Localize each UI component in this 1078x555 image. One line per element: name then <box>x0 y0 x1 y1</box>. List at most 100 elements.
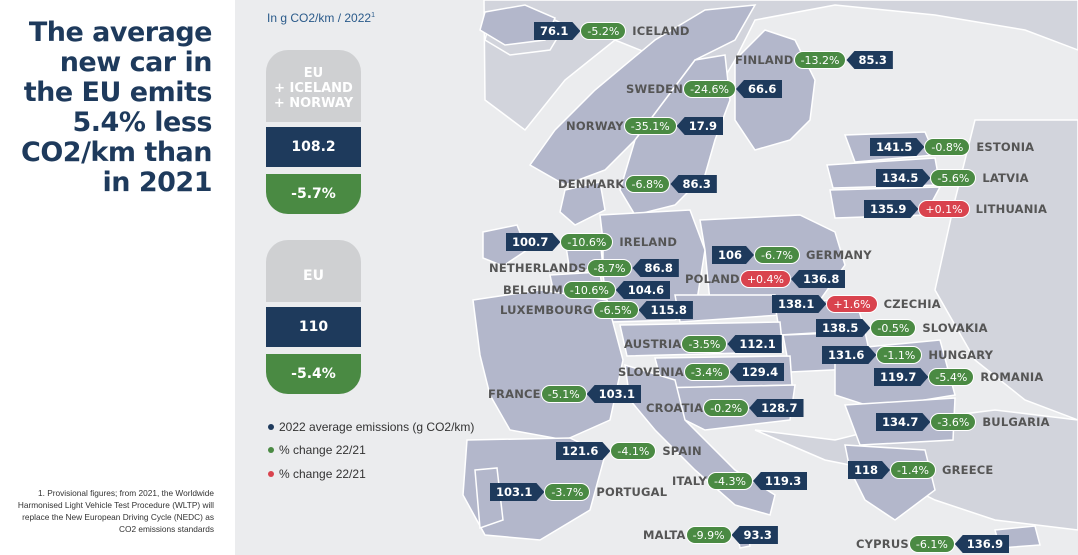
country-label-germany: 106 -6.7% GERMANY <box>718 246 872 264</box>
country-name: SPAIN <box>662 444 702 458</box>
country-label-italy: ITALY -4.3% 119.3 <box>672 472 808 490</box>
country-name: POLAND <box>685 272 740 286</box>
aggregate-eu-iceland-norway-value: 108.2 <box>266 127 361 167</box>
emission-value: 134.5 <box>876 169 930 187</box>
emission-value: 100.7 <box>506 233 560 251</box>
change-badge: -6.7% <box>754 246 800 264</box>
emission-value: 93.3 <box>731 526 778 544</box>
country-name: LUXEMBOURG <box>500 303 593 317</box>
aggregate-eu-change: -5.4% <box>266 354 361 394</box>
change-badge: -4.1% <box>610 442 657 460</box>
legend-text: 2022 average emissions (g CO2/km) <box>279 420 475 434</box>
footnote: 1. Provisional figures; from 2021, the W… <box>17 488 214 534</box>
emission-value: 118 <box>848 461 890 479</box>
change-badge: -3.6% <box>930 413 977 431</box>
emission-value: 106 <box>712 246 754 264</box>
country-label-luxembourg: LUXEMBOURG -6.5% 115.8 <box>500 301 693 319</box>
emission-value: 66.6 <box>735 80 783 98</box>
country-label-lithuania: 135.9 +0.1% LITHUANIA <box>870 200 1047 218</box>
change-badge: +0.4% <box>739 270 791 288</box>
country-label-greece: 118 -1.4% GREECE <box>854 461 993 479</box>
country-name: CZECHIA <box>883 297 941 311</box>
denmark-shape <box>559 181 606 226</box>
country-name: FRANCE <box>488 387 541 401</box>
aggregate-eu-iceland-norway-change: -5.7% <box>266 174 361 214</box>
country-label-bulgaria: 134.7 -3.6% BULGARIA <box>882 413 1050 431</box>
country-name: IRELAND <box>619 235 678 249</box>
emission-value: 103.1 <box>586 385 642 403</box>
change-badge: -10.6% <box>562 281 616 299</box>
change-badge: -0.5% <box>870 319 917 337</box>
country-label-netherlands: NETHERLANDS -8.7% 86.8 <box>489 259 679 277</box>
country-name: MALTA <box>643 528 686 542</box>
country-name: FINLAND <box>735 53 794 67</box>
country-name: SLOVAKIA <box>922 321 988 335</box>
country-name: ITALY <box>672 474 707 488</box>
emission-value: 121.6 <box>556 442 610 460</box>
aggregate-eu-iceland-norway-label: EU + ICELAND + NORWAY <box>266 50 361 122</box>
change-badge: -0.2% <box>703 399 750 417</box>
country-label-sweden: SWEDEN -24.6% 66.6 <box>626 80 783 98</box>
emission-value: 86.3 <box>670 175 717 193</box>
country-label-ireland: 100.7 -10.6% IRELAND <box>512 233 677 251</box>
aggregate-eu-value: 110 <box>266 307 361 347</box>
country-name: HUNGARY <box>928 348 994 362</box>
change-badge: -10.6% <box>560 233 614 251</box>
emission-value: 119.7 <box>874 368 928 386</box>
navy-dot-icon <box>268 423 274 430</box>
change-badge: -3.7% <box>544 483 591 501</box>
change-badge: -4.3% <box>707 472 753 490</box>
emission-value: 141.5 <box>870 138 924 156</box>
country-label-romania: 119.7 -5.4% ROMANIA <box>880 368 1044 386</box>
change-badge: -1.4% <box>890 461 936 479</box>
change-badge: -5.1% <box>540 385 587 403</box>
country-label-slovakia: 138.5 -0.5% SLOVAKIA <box>822 319 988 337</box>
emission-value: 17.9 <box>676 117 724 135</box>
country-label-latvia: 134.5 -5.6% LATVIA <box>882 169 1029 187</box>
emission-value: 138.1 <box>772 295 826 313</box>
unit-note-sup: 1 <box>371 12 375 19</box>
emission-value: 128.7 <box>749 399 804 417</box>
country-name: BULGARIA <box>982 415 1050 429</box>
change-badge: -5.4% <box>928 368 975 386</box>
country-name: NORWAY <box>566 119 624 133</box>
emission-value: 134.7 <box>876 413 930 431</box>
emission-value: 86.8 <box>632 259 679 277</box>
change-badge: +1.6% <box>826 295 878 313</box>
change-badge: -5.2% <box>580 22 627 40</box>
red-dot-icon <box>268 470 274 477</box>
country-label-hungary: 131.6 -1.1% HUNGARY <box>828 346 993 364</box>
country-label-malta: MALTA -9.9% 93.3 <box>643 526 778 544</box>
unit-note: In g CO2/km / 20221 <box>267 11 375 25</box>
emission-value: 115.8 <box>638 301 693 319</box>
country-name: DENMARK <box>558 177 625 191</box>
change-badge: -6.8% <box>624 175 671 193</box>
country-label-iceland: 76.1 -5.2% ICELAND <box>540 22 690 40</box>
country-name: GREECE <box>941 463 994 477</box>
country-name: SWEDEN <box>626 82 684 96</box>
country-name: GERMANY <box>805 248 872 262</box>
change-badge: -13.2% <box>793 51 847 69</box>
country-label-czechia: 138.1 +1.6% CZECHIA <box>778 295 941 313</box>
emission-value: 131.6 <box>822 346 876 364</box>
country-label-finland: FINLAND -13.2% 85.3 <box>735 51 893 69</box>
emission-value: 136.8 <box>790 270 846 288</box>
country-label-poland: POLAND +0.4% 136.8 <box>685 270 846 288</box>
europe-map <box>235 0 1078 555</box>
country-name: ROMANIA <box>980 370 1044 384</box>
change-badge: -24.6% <box>683 80 736 98</box>
change-badge: -35.1% <box>623 117 677 135</box>
country-name: LATVIA <box>982 171 1029 185</box>
country-name: PORTUGAL <box>596 485 668 499</box>
country-label-slovenia: SLOVENIA -3.4% 129.4 <box>618 363 785 381</box>
emission-value: 76.1 <box>534 22 580 40</box>
headline: The average new car in the EU emits 5.4%… <box>21 17 212 198</box>
emission-value: 136.9 <box>954 535 1010 553</box>
change-badge: -6.1% <box>908 535 955 553</box>
greece-shape <box>844 444 936 521</box>
country-label-cyprus: CYPRUS -6.1% 136.9 <box>856 535 1010 553</box>
country-name: CROATIA <box>646 401 704 415</box>
country-name: CYPRUS <box>856 537 909 551</box>
country-name: ICELAND <box>632 24 690 38</box>
country-label-estonia: 141.5 -0.8% ESTONIA <box>876 138 1034 156</box>
